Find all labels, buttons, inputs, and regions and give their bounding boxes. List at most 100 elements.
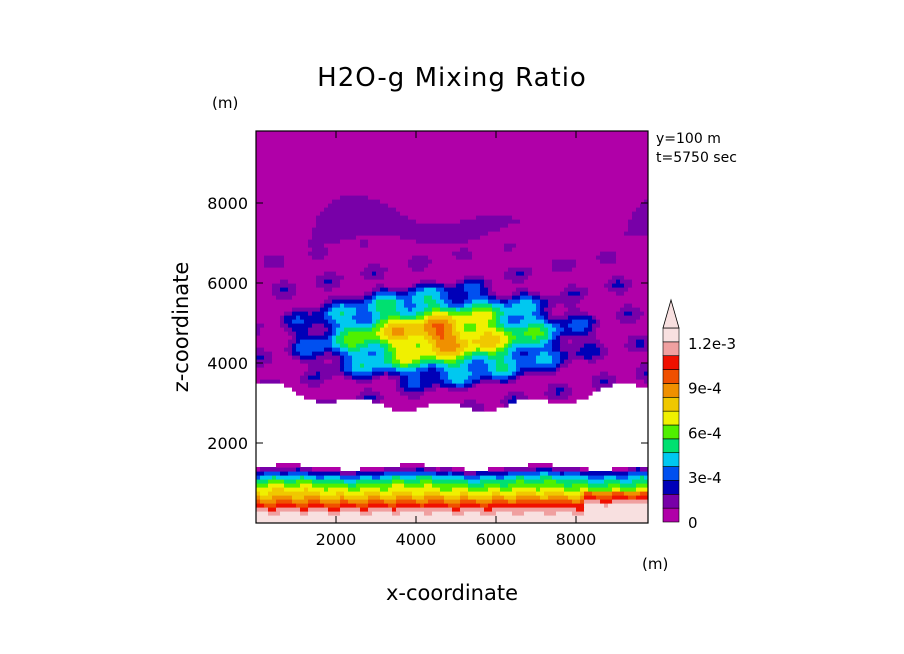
contour-cell bbox=[628, 471, 648, 476]
contour-cell bbox=[440, 291, 449, 296]
contour-cell bbox=[544, 479, 557, 484]
contour-cell bbox=[452, 471, 465, 476]
contour-cell bbox=[444, 379, 453, 384]
contour-cell bbox=[280, 379, 301, 384]
contour-cell bbox=[524, 279, 609, 284]
contour-cell bbox=[360, 467, 385, 472]
contour-cell bbox=[464, 323, 477, 328]
contour-cell bbox=[620, 483, 637, 488]
contour-cell bbox=[620, 319, 637, 324]
contour-cell bbox=[348, 499, 369, 504]
contour-cell bbox=[504, 243, 517, 248]
contour-cell bbox=[284, 347, 293, 352]
contour-cell bbox=[304, 319, 329, 324]
contour-cell bbox=[292, 307, 321, 312]
contour-cell bbox=[348, 343, 357, 348]
contour-cell bbox=[480, 503, 489, 508]
contour-cell bbox=[540, 471, 549, 476]
contour-cell bbox=[328, 203, 389, 208]
contour-cell bbox=[616, 291, 625, 296]
contour-cell bbox=[356, 379, 373, 384]
contour-cell bbox=[544, 307, 553, 312]
contour-cell bbox=[476, 399, 501, 404]
contour-cell bbox=[480, 375, 493, 380]
contour-cell bbox=[320, 371, 345, 376]
contour-cell bbox=[364, 395, 377, 400]
contour-cell bbox=[260, 379, 281, 384]
contour-cell bbox=[512, 295, 521, 300]
contour-cell bbox=[300, 315, 325, 320]
contour-cell bbox=[372, 271, 377, 276]
contour-cell bbox=[408, 375, 421, 380]
contour-cell bbox=[432, 383, 441, 388]
contour-cell bbox=[644, 379, 648, 384]
contour-cell bbox=[256, 231, 313, 236]
contour-cell bbox=[352, 371, 373, 376]
contour-cell bbox=[524, 315, 537, 320]
contour-cell bbox=[316, 283, 341, 288]
contour-cell bbox=[548, 399, 577, 404]
contour-cell bbox=[388, 319, 425, 324]
contour-cell bbox=[308, 503, 325, 508]
contour-cell bbox=[308, 331, 325, 336]
contour-cell bbox=[544, 323, 553, 328]
contour-cell bbox=[384, 331, 393, 336]
contour-cell bbox=[496, 295, 513, 300]
contour-cell bbox=[448, 363, 461, 368]
contour-cell bbox=[256, 223, 317, 228]
contour-cell bbox=[372, 475, 381, 480]
contour-cell bbox=[396, 351, 437, 356]
contour-cell bbox=[536, 355, 553, 360]
contour-cell bbox=[300, 359, 325, 364]
contour-cell bbox=[508, 347, 517, 352]
contour-cell bbox=[508, 343, 513, 348]
contour-cell bbox=[444, 499, 461, 504]
contour-cell bbox=[384, 283, 413, 288]
contour-cell bbox=[520, 299, 533, 304]
contour-cell bbox=[328, 507, 341, 512]
contour-cell bbox=[452, 327, 457, 332]
contour-cell bbox=[472, 251, 601, 256]
contour-cell bbox=[544, 319, 549, 324]
contour-cell bbox=[372, 299, 377, 304]
contour-cell bbox=[512, 215, 633, 220]
x-axis-label: x-coordinate bbox=[386, 581, 518, 605]
contour-cell bbox=[528, 323, 545, 328]
contour-cell bbox=[260, 467, 297, 472]
contour-cell bbox=[368, 503, 389, 508]
contour-cell bbox=[424, 491, 441, 496]
contour-cell bbox=[640, 491, 648, 496]
contour-cell bbox=[400, 311, 417, 316]
contour-cell bbox=[548, 331, 553, 336]
contour-cell bbox=[384, 347, 389, 352]
contour-cell bbox=[256, 211, 321, 216]
contour-cell bbox=[620, 487, 637, 492]
contour-cell bbox=[388, 267, 413, 272]
contour-cell bbox=[432, 479, 469, 484]
contour-cell bbox=[412, 267, 425, 272]
contour-cell bbox=[256, 511, 269, 516]
contour-cell bbox=[492, 371, 513, 376]
contour-cell bbox=[256, 487, 273, 492]
contour-cell bbox=[608, 351, 648, 356]
contour-cell bbox=[396, 307, 409, 312]
contour-cell bbox=[436, 355, 457, 360]
contour-cell bbox=[256, 243, 309, 248]
contour-cell bbox=[584, 499, 601, 504]
contour-cell bbox=[360, 243, 369, 248]
contour-cell bbox=[628, 467, 637, 472]
contour-cell bbox=[552, 263, 577, 268]
contour-cell bbox=[572, 387, 597, 392]
contour-cell bbox=[336, 335, 345, 340]
contour-cell bbox=[256, 375, 301, 380]
contour-cell bbox=[316, 275, 345, 280]
contour-cell bbox=[480, 347, 497, 352]
contour-cell bbox=[264, 255, 285, 260]
contour-cell bbox=[280, 471, 289, 476]
contour-cell bbox=[360, 271, 373, 276]
contour-cell bbox=[460, 507, 485, 512]
contour-cell bbox=[508, 351, 513, 356]
contour-cell bbox=[416, 303, 429, 308]
contour-cell bbox=[432, 483, 469, 488]
contour-cell bbox=[544, 315, 549, 320]
